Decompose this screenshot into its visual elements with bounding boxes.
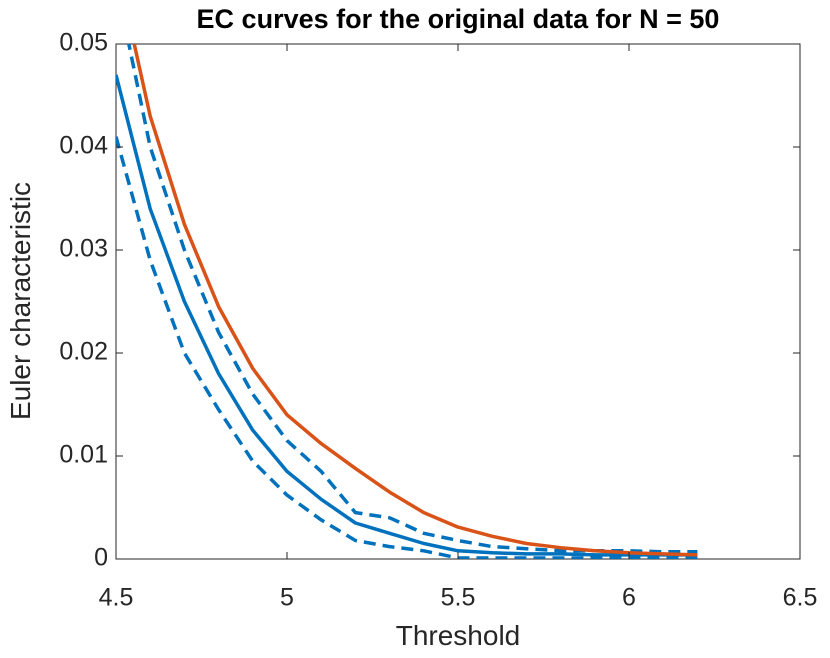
y-tick-label: 0.01 (59, 441, 108, 469)
y-tick-label: 0.03 (59, 235, 108, 263)
x-tick-label: 6.5 (783, 584, 818, 612)
x-tick-label: 5 (280, 584, 294, 612)
series-line (116, 74, 698, 557)
y-tick-label: 0.05 (59, 29, 108, 57)
x-tick-label: 5.5 (441, 584, 476, 612)
y-tick-label: 0 (94, 544, 108, 572)
y-tick-label: 0.04 (59, 132, 108, 160)
x-tick-label: 4.5 (99, 584, 134, 612)
series-line (132, 44, 698, 557)
y-tick-label: 0.02 (59, 338, 108, 366)
plot-area (116, 44, 698, 559)
y-axis-label: Euler characteristic (5, 182, 36, 420)
x-tick-label: 6 (622, 584, 636, 612)
axes-box (115, 43, 801, 560)
chart-title: EC curves for the original data for N = … (197, 4, 720, 34)
series-line (116, 136, 698, 559)
x-axis-label: Threshold (396, 620, 521, 651)
